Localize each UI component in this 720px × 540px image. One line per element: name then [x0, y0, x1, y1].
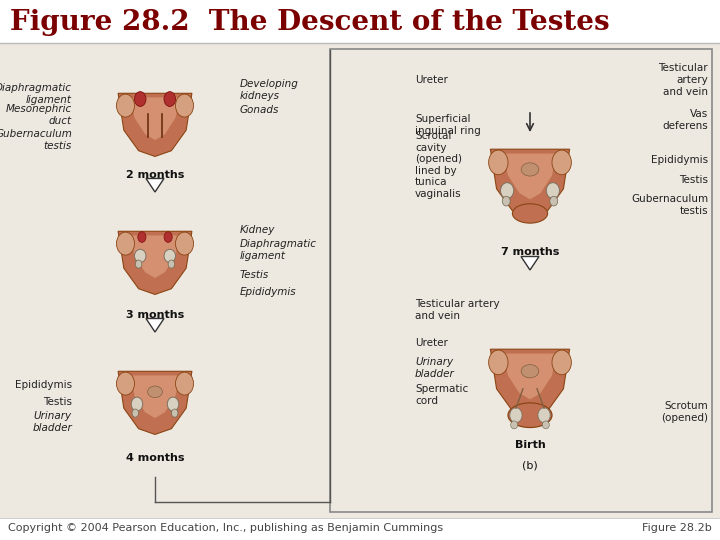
Ellipse shape	[489, 150, 508, 175]
Polygon shape	[130, 97, 179, 140]
Ellipse shape	[117, 232, 135, 255]
Ellipse shape	[550, 196, 558, 206]
Text: Testis: Testis	[43, 397, 72, 407]
Text: 7 months: 7 months	[501, 247, 559, 257]
Bar	[330, 49, 712, 512]
Polygon shape	[490, 349, 570, 417]
Text: Superficial
inguinal ring: Superficial inguinal ring	[415, 114, 481, 136]
Polygon shape	[490, 149, 570, 217]
Ellipse shape	[521, 163, 539, 176]
Polygon shape	[130, 375, 179, 418]
Ellipse shape	[552, 350, 572, 375]
Ellipse shape	[176, 232, 194, 255]
Text: Spermatic
cord: Spermatic cord	[415, 384, 468, 406]
Text: Ureter: Ureter	[415, 75, 448, 85]
Polygon shape	[118, 93, 192, 157]
Ellipse shape	[176, 372, 194, 395]
Text: Ureter: Ureter	[415, 338, 448, 348]
Text: Epididymis: Epididymis	[240, 287, 297, 297]
Polygon shape	[146, 179, 164, 192]
Ellipse shape	[167, 397, 179, 411]
Text: Scrotal
cavity
(opened)
lined by
tunica
vaginalis: Scrotal cavity (opened) lined by tunica …	[415, 131, 462, 199]
Ellipse shape	[500, 183, 514, 199]
Text: Urinary
bladder: Urinary bladder	[415, 357, 455, 379]
Ellipse shape	[171, 409, 178, 417]
Ellipse shape	[542, 421, 549, 429]
Polygon shape	[118, 231, 192, 294]
Polygon shape	[521, 256, 539, 270]
Ellipse shape	[135, 249, 146, 262]
Ellipse shape	[131, 397, 143, 411]
Ellipse shape	[508, 403, 552, 428]
Text: Mesonephric
duct: Mesonephric duct	[6, 104, 72, 126]
Ellipse shape	[510, 421, 518, 429]
Text: Epididymis: Epididymis	[651, 155, 708, 165]
Text: Vas
deferens: Vas deferens	[662, 109, 708, 131]
Text: Testis: Testis	[679, 175, 708, 185]
Text: (b): (b)	[522, 460, 538, 470]
Text: Figure 28.2b: Figure 28.2b	[642, 523, 712, 533]
Ellipse shape	[489, 350, 508, 375]
Text: Gonads: Gonads	[240, 105, 279, 115]
Ellipse shape	[117, 94, 135, 117]
Text: Gubernaculum
testis: Gubernaculum testis	[631, 194, 708, 216]
Ellipse shape	[521, 364, 539, 378]
Bar	[0, 43, 720, 518]
Ellipse shape	[132, 409, 139, 417]
Ellipse shape	[164, 232, 172, 242]
Text: Gubernaculum
testis: Gubernaculum testis	[0, 129, 72, 151]
Ellipse shape	[513, 204, 548, 223]
Text: Developing
kidneys: Developing kidneys	[240, 79, 299, 101]
Text: Testicular artery
and vein: Testicular artery and vein	[415, 299, 500, 321]
Text: 2 months: 2 months	[126, 170, 184, 180]
Ellipse shape	[538, 408, 550, 423]
Ellipse shape	[503, 196, 510, 206]
Text: Figure 28.2  The Descent of the Testes: Figure 28.2 The Descent of the Testes	[10, 9, 610, 36]
Ellipse shape	[176, 94, 194, 117]
Text: Diaphragmatic
ligament: Diaphragmatic ligament	[240, 239, 317, 261]
Text: Testicular
artery
and vein: Testicular artery and vein	[658, 63, 708, 97]
Text: Diaphragmatic
ligament: Diaphragmatic ligament	[0, 83, 72, 105]
Ellipse shape	[164, 249, 176, 262]
Ellipse shape	[164, 92, 176, 106]
Ellipse shape	[168, 260, 175, 268]
Polygon shape	[118, 372, 192, 435]
Text: Copyright © 2004 Pearson Education, Inc., publishing as Benjamin Cummings: Copyright © 2004 Pearson Education, Inc.…	[8, 523, 443, 533]
Polygon shape	[503, 153, 557, 199]
Text: 4 months: 4 months	[126, 453, 184, 463]
Ellipse shape	[117, 372, 135, 395]
Ellipse shape	[546, 183, 559, 199]
Text: 3 months: 3 months	[126, 310, 184, 320]
Polygon shape	[146, 319, 164, 332]
Ellipse shape	[552, 150, 572, 175]
Polygon shape	[503, 354, 557, 400]
Text: Birth: Birth	[515, 440, 545, 450]
Text: Testis: Testis	[240, 270, 269, 280]
Ellipse shape	[135, 260, 142, 268]
Bar	[0, 0, 720, 43]
Ellipse shape	[138, 232, 146, 242]
Ellipse shape	[148, 386, 163, 397]
Ellipse shape	[135, 92, 146, 106]
Ellipse shape	[510, 408, 522, 423]
Polygon shape	[130, 235, 179, 278]
Text: Urinary
bladder: Urinary bladder	[32, 411, 72, 433]
Text: Kidney: Kidney	[240, 225, 275, 235]
Text: Scrotum
(opened): Scrotum (opened)	[661, 401, 708, 423]
Text: Epididymis: Epididymis	[15, 380, 72, 390]
